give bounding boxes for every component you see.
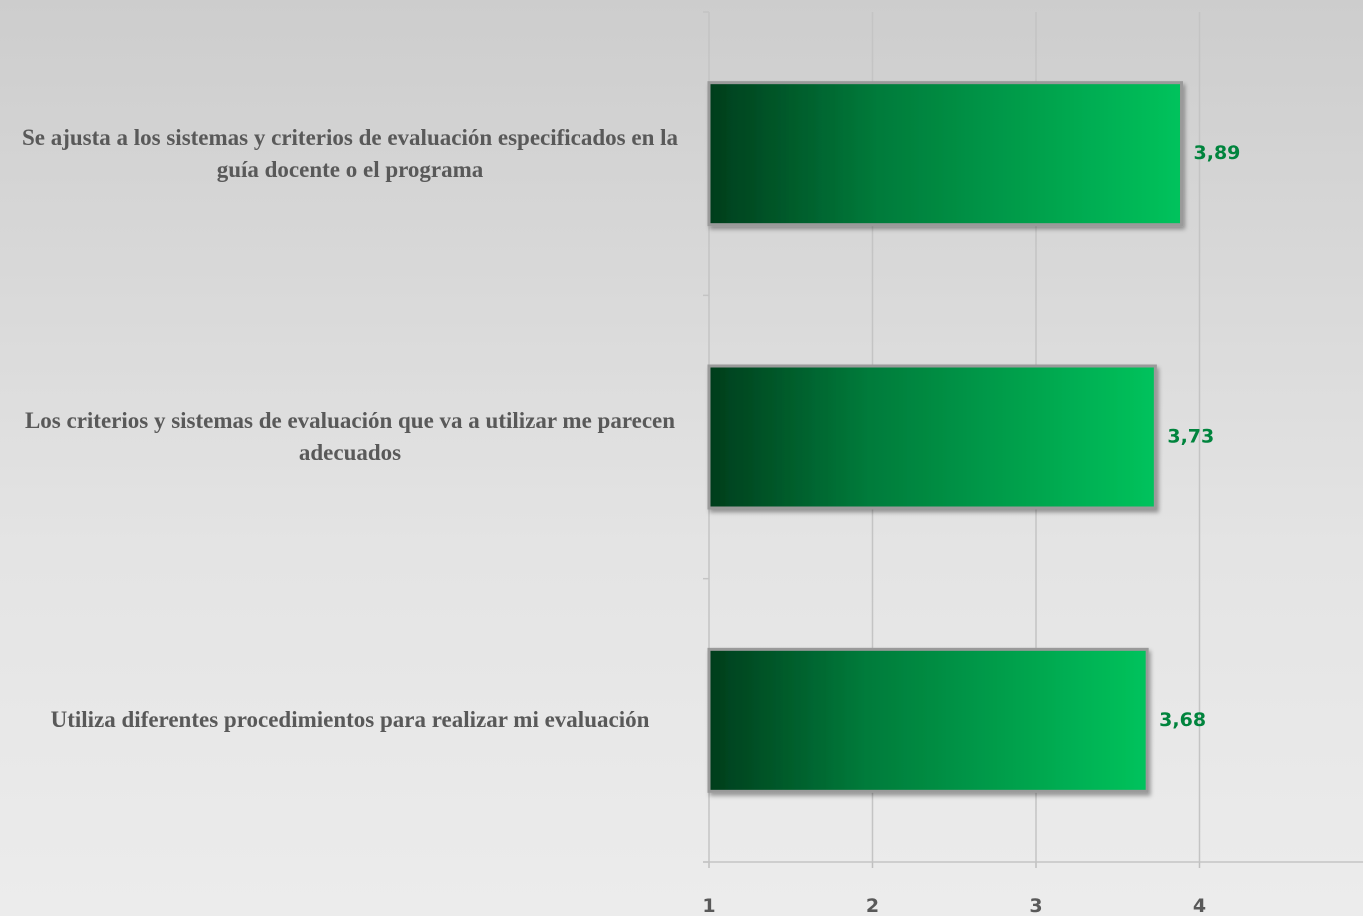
x-tick-label: 4 (1193, 895, 1206, 916)
category-label: Se ajusta a los sistemas y criterios de … (21, 124, 679, 182)
x-tick-label: 3 (1029, 895, 1042, 916)
category-label: Los criterios y sistemas de evaluación q… (24, 408, 676, 465)
value-label: 3,73 (1167, 426, 1214, 448)
bar (707, 647, 1149, 793)
value-label: 3,68 (1159, 709, 1206, 731)
category-label: Utiliza diferentes procedimientos para r… (50, 707, 650, 733)
x-tick-label: 2 (866, 895, 879, 916)
x-tick-label: 1 (702, 895, 715, 916)
value-label: 3,89 (1194, 142, 1241, 164)
bar (707, 364, 1157, 510)
bar (707, 81, 1184, 227)
